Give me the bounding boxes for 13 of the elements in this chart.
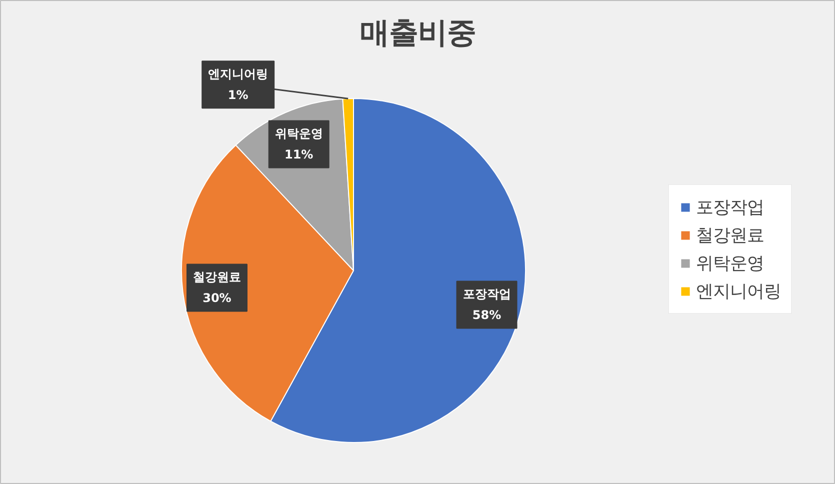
data-label: 30% bbox=[202, 291, 232, 306]
legend-label: 위탁운영 bbox=[696, 253, 764, 275]
data-label: 58% bbox=[472, 308, 502, 322]
legend-label: 철강원료 bbox=[696, 225, 764, 247]
slice-label: 철강원료 bbox=[192, 270, 241, 284]
legend-label: 엔지니어링 bbox=[696, 281, 781, 303]
legend-label: 포장작업 bbox=[696, 197, 764, 219]
data-label: 11% bbox=[284, 148, 314, 162]
slice-label: 포장작업 bbox=[462, 287, 511, 302]
slice-label: 엔지니어링 bbox=[208, 67, 268, 82]
chart-title: 매출비중 bbox=[360, 16, 476, 50]
data-label: 1% bbox=[228, 88, 248, 102]
slice-label: 위탁운영 bbox=[274, 126, 323, 141]
